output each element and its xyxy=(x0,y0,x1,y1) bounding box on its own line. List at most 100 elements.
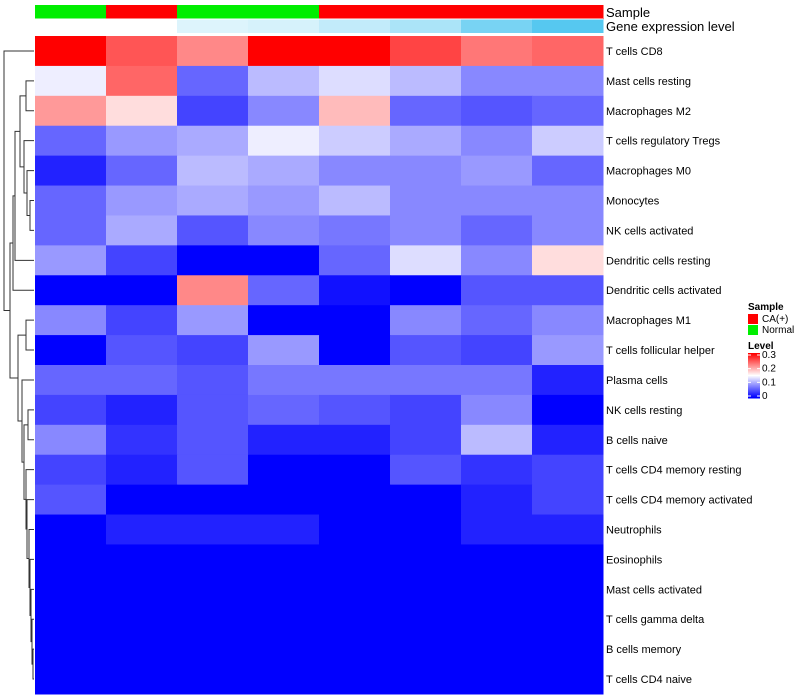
heatmap-cell xyxy=(461,36,533,67)
legend-level-title: Level xyxy=(748,341,774,352)
heatmap-cell xyxy=(319,424,391,456)
legend-sample-label: CA(+) xyxy=(762,314,788,325)
legend-colorbar-segment xyxy=(748,366,760,368)
heatmap-cell xyxy=(390,664,462,695)
legend-colorbar-segment xyxy=(748,394,760,396)
heatmap-cell xyxy=(532,245,604,276)
legend-colorbar-segment xyxy=(748,389,760,391)
row-label: Macrophages M1 xyxy=(606,315,691,327)
heatmap-cell xyxy=(532,125,604,157)
heatmap-cell xyxy=(35,454,107,486)
legend-tick-label: 0.3 xyxy=(762,350,776,361)
heatmap-cell xyxy=(532,664,604,695)
heatmap-cell xyxy=(461,215,533,246)
heatmap-cell xyxy=(532,544,604,575)
heatmap-cell xyxy=(248,335,320,366)
row-label: T cells CD4 memory resting xyxy=(606,465,742,477)
heatmap-cell xyxy=(532,185,604,216)
heatmap-cell xyxy=(532,484,604,516)
sample-annotation-cell xyxy=(390,5,462,19)
heatmap-cell xyxy=(532,275,604,306)
row-dendrogram xyxy=(3,50,34,680)
row-label: NK cells resting xyxy=(606,405,682,417)
heatmap-cell xyxy=(35,125,107,157)
dendrogram-branch xyxy=(29,200,34,231)
dendrogram-branch xyxy=(25,319,34,351)
heatmap-cell xyxy=(35,484,107,516)
row-label: B cells naive xyxy=(606,435,668,447)
heatmap-cell xyxy=(106,245,178,276)
heatmap-cell xyxy=(461,634,533,665)
heatmap-cell xyxy=(390,514,462,545)
heatmap-cell xyxy=(177,454,249,486)
heatmap-cell xyxy=(461,95,533,127)
legend-tick-label: 0 xyxy=(762,391,768,402)
heatmap-cell xyxy=(532,335,604,366)
row-label: T cells CD4 memory activated xyxy=(606,495,753,507)
heatmap-cell xyxy=(390,125,462,157)
heatmap-cell xyxy=(106,95,178,127)
heatmap-cell xyxy=(461,454,533,486)
heatmap-cell xyxy=(390,484,462,516)
heatmap-cell xyxy=(532,574,604,605)
heatmap-cell xyxy=(35,574,107,605)
row-label: Neutrophils xyxy=(606,525,662,537)
heatmap-cell xyxy=(106,604,178,635)
heatmap-cell xyxy=(461,65,533,97)
heatmap-cell xyxy=(248,125,320,157)
heatmap-cell xyxy=(390,604,462,635)
heatmap-cell xyxy=(35,36,107,67)
dendrogram-branch xyxy=(27,409,34,441)
heatmap-cell xyxy=(248,275,320,306)
heatmap-cell xyxy=(248,65,320,97)
column-annotations xyxy=(35,5,604,33)
heatmap-cell xyxy=(177,125,249,157)
heatmap-cell xyxy=(35,95,107,127)
legend-colorbar-segment xyxy=(748,360,760,362)
legend-colorbar-segment xyxy=(748,357,760,359)
heatmap-cell xyxy=(106,484,178,516)
dendrogram-branch xyxy=(32,648,34,680)
legend-colorbar-segment xyxy=(748,371,760,373)
legend-colorbar-segment xyxy=(748,375,760,377)
heatmap-cells xyxy=(35,36,604,695)
legend-colorbar-segment xyxy=(748,380,760,382)
heatmap-cell xyxy=(106,574,178,605)
legend-colorbar-segment xyxy=(748,369,760,371)
heatmap-cell xyxy=(461,424,533,456)
heatmap-cell xyxy=(461,275,533,306)
legend-colorbar-segment xyxy=(748,391,760,393)
sample-annotation-cell xyxy=(177,5,249,19)
heatmap-cell xyxy=(177,36,249,67)
heatmap-cell xyxy=(248,454,320,486)
heatmap-cell xyxy=(532,95,604,127)
legend-level-colorbar: 0.3 0.2 0.1 0 xyxy=(748,350,776,402)
heatmap-cell xyxy=(248,394,320,426)
heatmap-cell xyxy=(390,245,462,276)
heatmap-cell xyxy=(319,634,391,665)
heatmap-cell xyxy=(532,305,604,336)
legend-colorbar-segment xyxy=(748,376,760,378)
heatmap-cell xyxy=(35,664,107,695)
heatmap-cell xyxy=(319,514,391,545)
legend-colorbar-segment xyxy=(748,378,760,380)
heatmap-cell xyxy=(319,664,391,695)
heatmap-cell xyxy=(461,574,533,605)
expression-annotation-cell xyxy=(532,19,604,33)
row-label: Macrophages M0 xyxy=(606,166,691,178)
legend-colorbar-segment xyxy=(748,359,760,361)
dendrogram-branch xyxy=(19,95,26,168)
heatmap-cell xyxy=(319,604,391,635)
dendrogram-branch xyxy=(23,140,34,194)
heatmap-cell xyxy=(532,155,604,187)
sample-annotation-cell xyxy=(35,5,107,19)
legend-sample-swatch xyxy=(748,314,758,324)
annotation-title-sample: Sample xyxy=(606,5,650,20)
heatmap-cell xyxy=(390,634,462,665)
heatmap-cell xyxy=(248,215,320,246)
expression-annotation-cell xyxy=(177,19,249,33)
heatmap-cell xyxy=(532,215,604,246)
heatmap-cell xyxy=(248,574,320,605)
heatmap-cell xyxy=(319,95,391,127)
